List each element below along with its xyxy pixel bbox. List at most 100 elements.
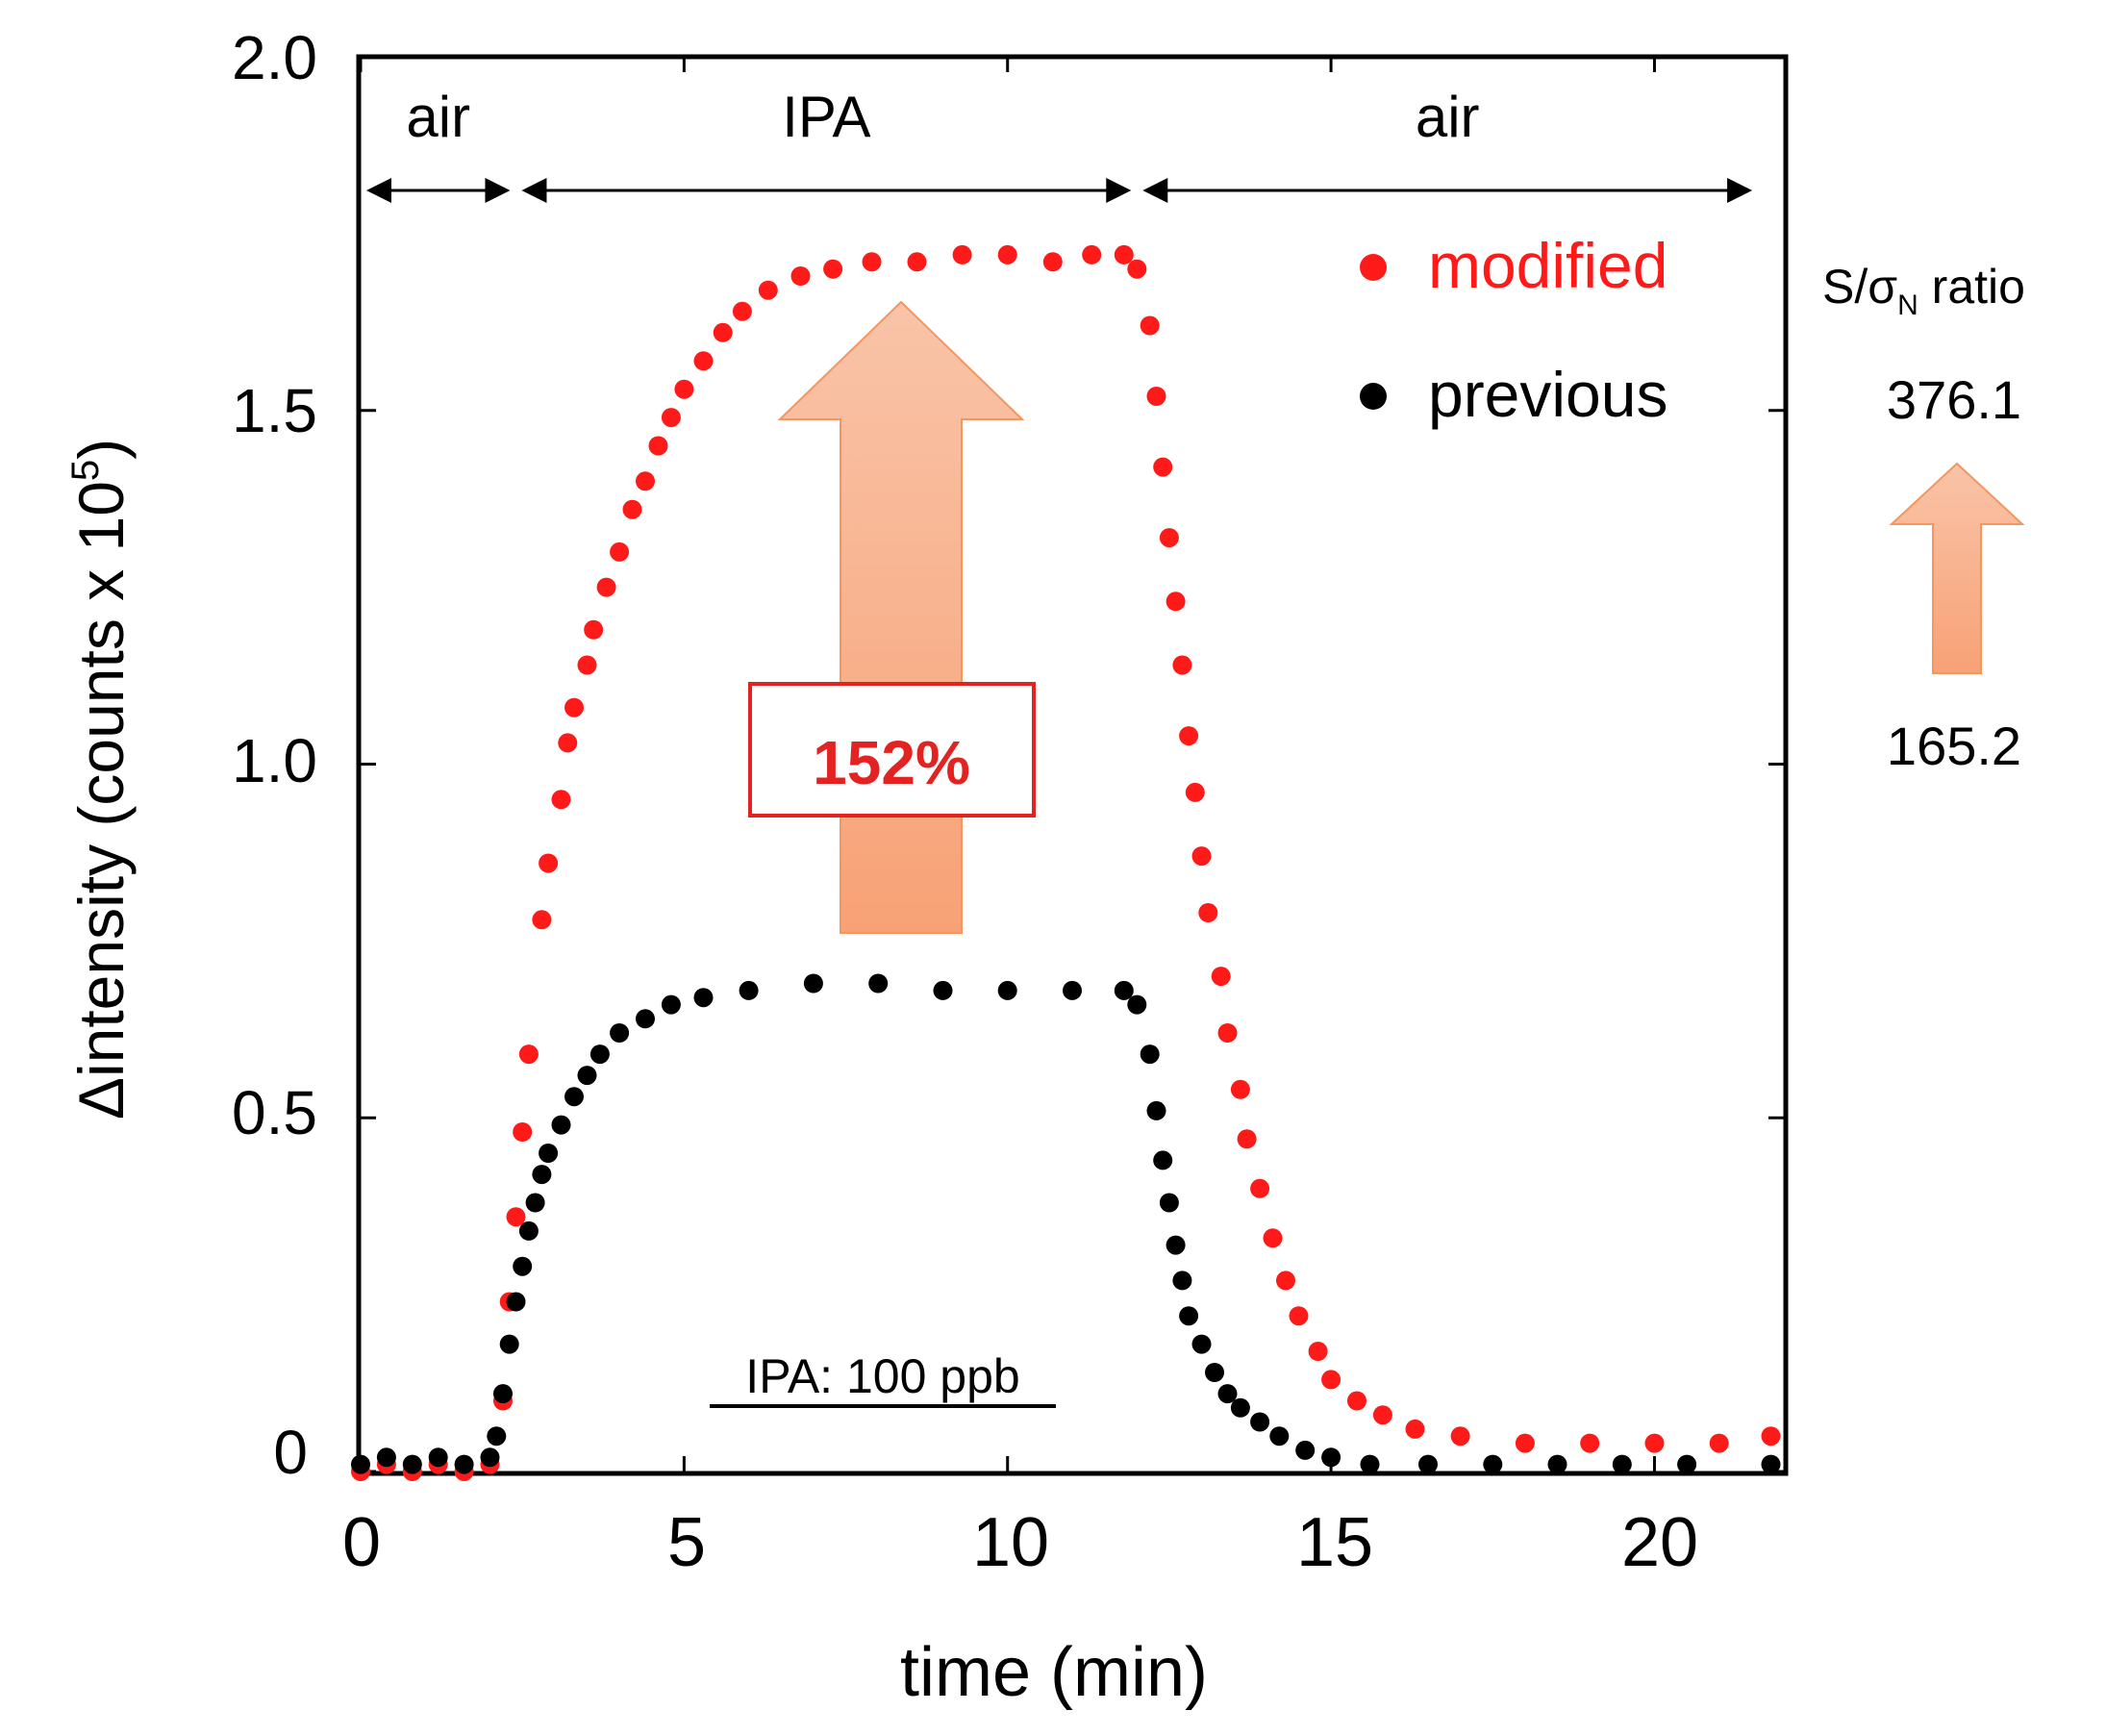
data-point-modified <box>1217 1023 1238 1043</box>
data-point-modified <box>1198 903 1218 922</box>
ratio-title: S/σN ratio <box>1822 260 2025 321</box>
data-point-modified <box>1172 655 1192 675</box>
data-point-modified <box>1450 1426 1470 1447</box>
data-point-modified <box>1211 967 1231 987</box>
y-tick-labels: 2.0 1.5 1.0 0.5 0 <box>232 23 317 1487</box>
data-point-previous <box>577 1066 597 1086</box>
data-point-previous <box>532 1165 552 1185</box>
x-tick-label: 15 <box>1296 1504 1373 1581</box>
data-point-modified <box>1276 1271 1295 1291</box>
data-point-modified <box>1644 1433 1665 1453</box>
data-point-modified <box>513 1122 533 1142</box>
data-point-modified <box>648 436 668 456</box>
data-point-modified <box>1179 726 1199 746</box>
data-point-modified <box>532 910 552 930</box>
increase-arrow <box>777 300 1025 934</box>
data-point-modified <box>1250 1178 1270 1198</box>
data-point-modified <box>1372 1405 1392 1425</box>
y-axis-label: Δintensity (counts x 105) <box>64 439 137 1120</box>
data-point-modified <box>823 259 843 279</box>
data-point-previous <box>1612 1454 1632 1474</box>
data-point-previous <box>493 1384 513 1404</box>
y-tick-label: 2.0 <box>232 23 317 92</box>
data-point-modified <box>1127 259 1147 279</box>
legend-marker-modified <box>1360 254 1387 281</box>
data-point-previous <box>518 1220 539 1241</box>
ratio-low-value: 165.2 <box>1887 716 2021 776</box>
data-point-previous <box>480 1447 500 1468</box>
data-point-previous <box>1153 1150 1173 1170</box>
data-point-previous <box>868 973 889 994</box>
data-point-modified <box>1347 1391 1366 1411</box>
data-point-modified <box>551 790 571 810</box>
data-point-modified <box>506 1207 526 1227</box>
data-point-modified <box>1515 1433 1535 1453</box>
data-point-modified <box>577 655 597 675</box>
data-point-previous <box>997 980 1017 1000</box>
legend-label-modified: modified <box>1428 230 1667 301</box>
data-point-previous <box>1483 1454 1503 1474</box>
data-point-previous <box>351 1454 370 1474</box>
x-tick-label: 0 <box>342 1504 381 1581</box>
data-point-previous <box>1418 1454 1438 1474</box>
data-point-modified <box>1289 1306 1309 1326</box>
data-points <box>351 244 1781 1481</box>
data-point-previous <box>1295 1440 1316 1460</box>
data-point-previous <box>739 980 759 1000</box>
data-point-previous <box>1217 1384 1238 1404</box>
data-point-modified <box>1042 252 1063 272</box>
phase-arrowhead-right <box>1106 178 1132 203</box>
data-point-modified <box>862 252 882 272</box>
x-tick-labels: 0 5 10 15 20 <box>342 1504 1698 1581</box>
x-tick-label: 20 <box>1621 1504 1698 1581</box>
x-tick-label: 10 <box>972 1504 1049 1581</box>
data-point-previous <box>1677 1454 1697 1474</box>
data-point-previous <box>1205 1363 1224 1382</box>
ratio-title-sub: N <box>1897 289 1918 321</box>
data-point-previous <box>428 1447 448 1468</box>
data-point-modified <box>518 1044 539 1065</box>
data-point-previous <box>693 988 714 1008</box>
data-point-modified <box>1159 528 1179 548</box>
data-point-modified <box>1709 1433 1729 1453</box>
data-point-previous <box>1761 1454 1781 1474</box>
legend-label-previous: previous <box>1428 359 1667 430</box>
increase-label-box <box>748 682 1036 818</box>
data-point-previous <box>499 1334 519 1354</box>
data-point-modified <box>732 301 752 321</box>
data-point-previous <box>525 1193 545 1213</box>
data-point-previous <box>1230 1397 1250 1418</box>
data-point-modified <box>1230 1079 1250 1099</box>
y-axis-label-main: Δintensity (counts x 10 <box>65 481 137 1120</box>
y-tick-label: 1.0 <box>232 726 317 795</box>
data-point-previous <box>1114 980 1134 1000</box>
data-point-previous <box>487 1426 507 1447</box>
data-point-modified <box>1166 591 1186 612</box>
phase-arrowhead-left <box>366 178 391 203</box>
data-point-modified <box>558 733 578 753</box>
data-point-modified <box>758 280 778 300</box>
plot-frame <box>356 54 1789 1476</box>
data-point-previous <box>1321 1447 1341 1468</box>
data-point-modified <box>610 541 630 562</box>
data-point-modified <box>1237 1129 1257 1149</box>
data-point-previous <box>1250 1412 1270 1432</box>
phase-arrowhead-left <box>1142 178 1168 203</box>
ratio-title-main: S/σ <box>1822 260 1897 314</box>
data-point-modified <box>1146 387 1166 406</box>
data-point-previous <box>610 1023 630 1043</box>
data-point-modified <box>539 853 559 873</box>
increase-label: 152% <box>813 728 970 797</box>
y-axis-label-exponent: 5 <box>64 460 107 481</box>
x-tick-label: 5 <box>667 1504 706 1581</box>
data-point-modified <box>1153 457 1173 477</box>
data-point-previous <box>376 1447 396 1468</box>
y-tick-label: 1.5 <box>232 376 317 445</box>
data-point-modified <box>1580 1433 1600 1453</box>
ratio-high-value: 376.1 <box>1887 369 2021 430</box>
x-axis-label: time (min) <box>900 1634 1208 1711</box>
data-point-previous <box>1269 1426 1290 1447</box>
data-point-modified <box>584 619 604 640</box>
data-point-modified <box>907 252 927 272</box>
